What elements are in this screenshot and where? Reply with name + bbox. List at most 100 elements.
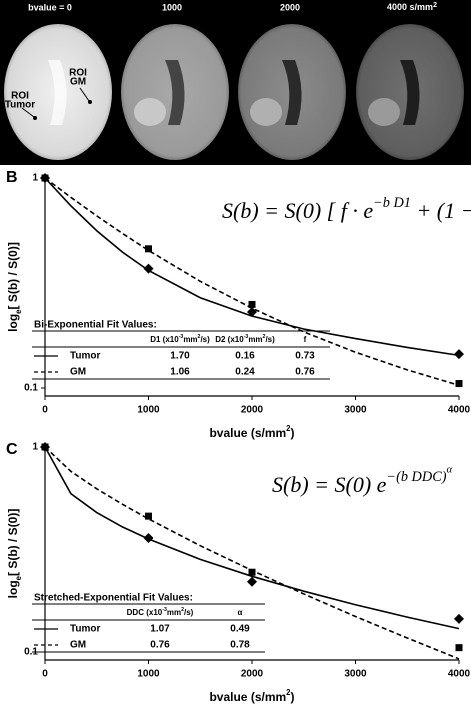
table-cell: 0.24 [235, 367, 255, 378]
equation: S(b) = S(0) e−(b DDC)α [272, 463, 453, 497]
roi-arrow [21, 107, 35, 118]
fit-line [45, 177, 460, 387]
text-part: -3 [244, 334, 249, 340]
text-part: -3 [162, 607, 167, 613]
text-part: 2 [286, 424, 291, 433]
table-header: f [304, 335, 307, 344]
x-tick-label: 4000 [448, 669, 471, 680]
table-cell: 1.07 [150, 624, 170, 635]
x-tick-label: 3000 [344, 669, 367, 680]
image-label: 4000 s/mm2 [387, 2, 437, 13]
x-tick-label: 3000 [344, 405, 367, 416]
label-part: 2 [433, 2, 437, 9]
panel-letter: B [6, 169, 18, 186]
tumor [250, 98, 282, 126]
legend-label: GM [70, 640, 86, 651]
text-part: log [6, 314, 20, 332]
text-part: D2 (x10 [215, 335, 244, 344]
data-point [248, 568, 256, 576]
text-part: [ S(b) / S(0)] [6, 242, 20, 309]
image-label: 2000 [280, 2, 300, 12]
data-point [41, 443, 49, 451]
table-cell: 1.70 [170, 351, 190, 362]
brain-images [4, 24, 464, 160]
roi-label: GM [70, 77, 86, 88]
data-point [454, 613, 464, 624]
roi-label: ROI [69, 68, 87, 79]
data-point [143, 532, 154, 543]
table-title: Bi-Exponential Fit Values: [34, 320, 157, 331]
legend-label: Tumor [70, 351, 100, 362]
x-tick-label: 2000 [241, 669, 264, 680]
table-cell: 1.06 [170, 367, 190, 378]
y-axis-title: loge[ S(b) / S(0)] [6, 242, 23, 332]
tumor [368, 98, 400, 126]
text-part: mm [248, 335, 262, 344]
text-part: mm [167, 608, 181, 617]
x-axis-title: bvalue (s/mm2) [209, 688, 294, 704]
x-tick-label: 1000 [137, 405, 160, 416]
roi-label: Tumor [5, 100, 35, 111]
y-axis-title: loge[ S(b) / S(0)] [6, 509, 23, 599]
text-part: /s) [200, 335, 210, 344]
image-label: 1000 [162, 2, 182, 12]
data-point [454, 349, 464, 360]
legend-label: Tumor [70, 624, 100, 635]
panel-letter: A [6, 3, 18, 20]
fit-line [45, 446, 460, 660]
y-tick-label: 0.1 [24, 647, 38, 658]
table-header: D2 (x10-3mm2/s) [215, 334, 275, 344]
data-point [145, 245, 152, 253]
roi-label: ROI [11, 91, 29, 102]
text-part: ) [291, 426, 295, 440]
data-point [248, 300, 256, 308]
table-header: α [238, 608, 243, 617]
x-tick-label: 4000 [448, 405, 471, 416]
text-part: α [238, 608, 243, 617]
data-point [145, 512, 152, 520]
table-header: DDC (x10-3mm2/s) [127, 607, 194, 617]
text-part: + (1 − f) · e [411, 198, 471, 223]
x-tick-label: 2000 [241, 405, 264, 416]
table-cell: 0.76 [295, 367, 315, 378]
panel-letter: C [6, 441, 18, 458]
text-part: e [14, 309, 23, 314]
text-part: /s) [265, 335, 275, 344]
data-point [41, 174, 49, 182]
equation: S(b) = S(0) [ f · e−b D1 + (1 − f) · e−b… [222, 195, 471, 223]
text-part: bvalue (s/mm [209, 690, 286, 704]
table-cell: 0.49 [230, 624, 250, 635]
text-part: -3 [179, 334, 184, 340]
x-tick-label: 0 [42, 669, 48, 680]
text-part: ) [291, 690, 295, 704]
tumor [134, 98, 166, 126]
roi-arrow [79, 87, 90, 102]
text-part: 2 [198, 334, 201, 340]
data-point [247, 307, 257, 318]
table-cell: 0.78 [230, 640, 250, 651]
image-label: bvalue = 0 [28, 2, 72, 12]
text-part: /s) [184, 608, 194, 617]
x-axis-title: bvalue (s/mm2) [209, 424, 294, 440]
text-part: D1 (x10 [150, 335, 179, 344]
ventricle [48, 60, 67, 125]
legend-label: GM [70, 367, 86, 378]
data-point [455, 380, 463, 388]
data-point [455, 644, 463, 652]
text-part: S(b) = S(0) e [272, 472, 387, 497]
x-tick-label: 1000 [137, 669, 160, 680]
table-cell: 0.16 [235, 351, 255, 362]
ventricle [282, 60, 302, 125]
y-tick-label: 1 [32, 173, 38, 184]
text-part: mm [183, 335, 197, 344]
fit-line [45, 177, 460, 357]
text-part: DDC (x10 [127, 608, 163, 617]
text-part: 2 [286, 688, 291, 697]
text-part: 2 [181, 607, 184, 613]
text-part: S(b) = S(0) [ f · e [222, 198, 373, 223]
text-part: −b D1 [373, 195, 411, 211]
text-part: e [14, 575, 23, 580]
text-part: −(b DDC) [386, 469, 446, 485]
fit-line [45, 446, 460, 630]
